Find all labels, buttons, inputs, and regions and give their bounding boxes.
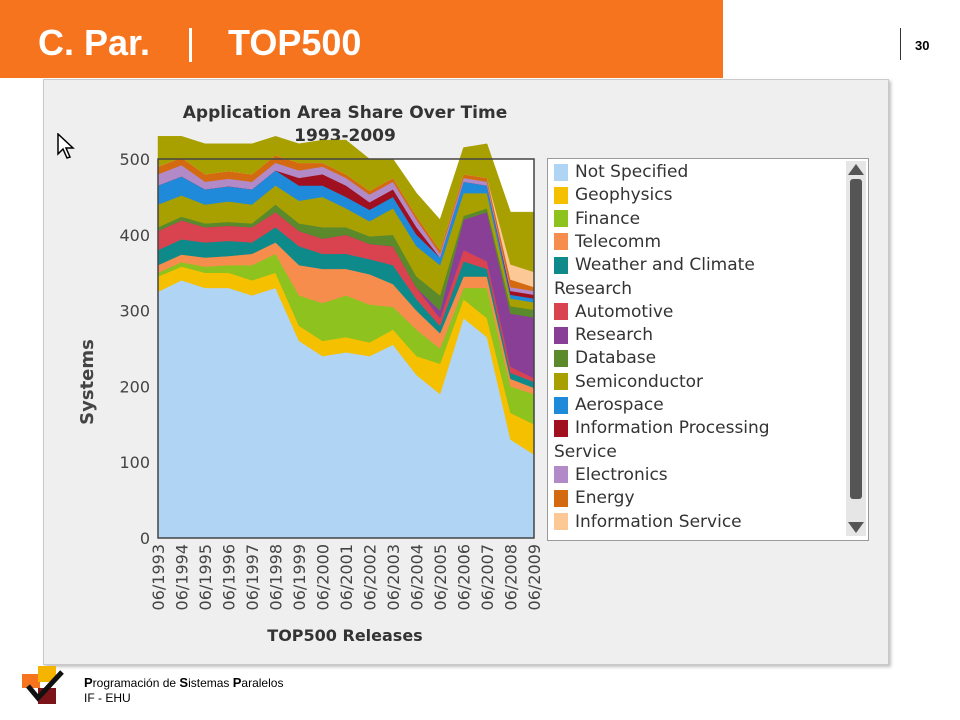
x-tick-label: 06/1995 (196, 544, 215, 610)
legend-swatch (554, 233, 568, 251)
legend-label: Aerospace (575, 395, 664, 415)
scroll-down-arrow-icon[interactable] (848, 522, 864, 533)
x-axis-label: TOP500 Releases (267, 626, 422, 645)
legend-swatch (554, 513, 568, 530)
footer-line2: IF - EHU (84, 691, 131, 705)
x-axis: 06/1993 06/1994 06/1995 06/1996 06/1997 06/19… (149, 544, 544, 610)
legend-item[interactable]: Geophysics (554, 184, 672, 206)
x-tick-label: 06/1998 (267, 544, 286, 610)
legend-swatch (554, 396, 568, 414)
legend-swatch (554, 210, 568, 228)
legend-swatch (554, 256, 568, 274)
legend-label: Research (575, 325, 653, 346)
legend-item[interactable]: Database (554, 347, 656, 369)
chart-title: Application Area Share Over Time (183, 103, 508, 123)
legend-label: Information Processing (575, 418, 770, 439)
legend-item[interactable]: Finance (554, 208, 640, 230)
x-tick-label: 06/2009 (525, 544, 544, 610)
y-tick-label: 0 (140, 529, 150, 548)
y-axis-label: Systems (77, 339, 98, 425)
x-tick-label: 06/2004 (408, 544, 427, 610)
legend-item[interactable]: Not Specified (554, 161, 688, 183)
chart-panel: Application Area Share Over Time 1993-20… (43, 79, 889, 665)
page-title: TOP500 (228, 22, 362, 63)
check-logo-icon (22, 666, 64, 704)
legend-item[interactable]: Electronics (554, 464, 668, 486)
y-tick-label: 400 (119, 226, 150, 245)
y-tick-label: 500 (119, 150, 150, 169)
x-tick-label: 06/2006 (455, 544, 474, 610)
footer-text: Programación de Sistemas Paralelos IF - … (84, 675, 283, 706)
legend-swatch (554, 349, 568, 367)
legend-label: Geophysics (575, 185, 673, 206)
legend-swatch (554, 373, 568, 391)
x-tick-label: 06/1993 (149, 544, 168, 610)
legend-label: Semiconductor (575, 371, 704, 392)
legend-label: Telecomm (575, 231, 662, 252)
legend-label: Database (575, 348, 657, 369)
x-tick-label: 06/2005 (431, 544, 450, 610)
legend-item[interactable]: Telecomm (554, 231, 661, 253)
course-abbrev: C. Par. (38, 22, 151, 63)
header-band (0, 0, 723, 78)
legend-group-label: Service (554, 441, 617, 463)
x-tick-label: 06/1999 (290, 544, 309, 610)
legend-label: Information Service (575, 511, 742, 532)
legend-item[interactable]: Information Processing (554, 417, 770, 439)
y-tick-label: 300 (119, 302, 150, 321)
chart-legend[interactable]: Not Specified Geophysics Finance Telecomm We… (547, 158, 869, 541)
x-tick-label: 06/2007 (478, 544, 497, 610)
legend-item[interactable]: Energy (554, 487, 635, 509)
mouse-pointer-icon (57, 133, 75, 159)
legend-label: Weather and Climate (575, 255, 755, 276)
x-tick-label: 06/2002 (361, 544, 380, 610)
legend-swatch (554, 326, 568, 344)
legend-item[interactable]: Information Service (554, 511, 742, 533)
legend-label: Automotive (575, 301, 674, 322)
legend-label: Service (554, 441, 617, 462)
page-number-separator (900, 28, 901, 60)
legend-label: Not Specified (575, 162, 689, 182)
legend-label: Energy (575, 488, 635, 509)
legend-item[interactable]: Weather and Climate (554, 254, 755, 276)
page-number: 30 (915, 38, 930, 53)
legend-item[interactable]: Research (554, 324, 653, 346)
x-tick-label: 06/1994 (173, 544, 192, 610)
area-chart: Application Area Share Over Time 1993-20… (77, 103, 544, 645)
y-tick-label: 100 (119, 453, 150, 472)
legend-swatch (554, 303, 568, 321)
x-tick-label: 06/1996 (220, 544, 239, 610)
legend-item[interactable]: Aerospace (554, 394, 664, 416)
legend-label: Finance (575, 208, 641, 229)
legend-item[interactable]: Automotive (554, 301, 673, 323)
scroll-up-arrow-icon[interactable] (848, 164, 864, 175)
plot-areas (157, 136, 535, 539)
y-axis: 0 100 200 300 400 500 (119, 150, 150, 548)
x-tick-label: 06/1997 (243, 544, 262, 610)
legend-label: Research (554, 278, 632, 299)
legend-label: Electronics (575, 464, 668, 485)
legend-swatch (554, 489, 568, 507)
x-tick-label: 06/2003 (384, 544, 403, 610)
header-separator (189, 28, 192, 62)
footer-line1: Programación de Sistemas Paralelos (84, 675, 284, 690)
scroll-thumb[interactable] (850, 179, 862, 499)
y-tick-label: 200 (119, 377, 150, 396)
legend-scrollbar[interactable] (846, 161, 866, 536)
x-tick-label: 06/2000 (314, 544, 333, 610)
legend-swatch (554, 466, 568, 484)
x-tick-label: 06/2008 (502, 544, 521, 610)
legend-swatch (554, 419, 568, 437)
x-tick-label: 06/2001 (337, 544, 356, 610)
plot-frame (157, 158, 535, 539)
legend-swatch (554, 186, 568, 204)
legend-swatch (554, 163, 568, 181)
legend-group-label: Research (554, 278, 632, 300)
legend-item[interactable]: Semiconductor (554, 371, 703, 393)
